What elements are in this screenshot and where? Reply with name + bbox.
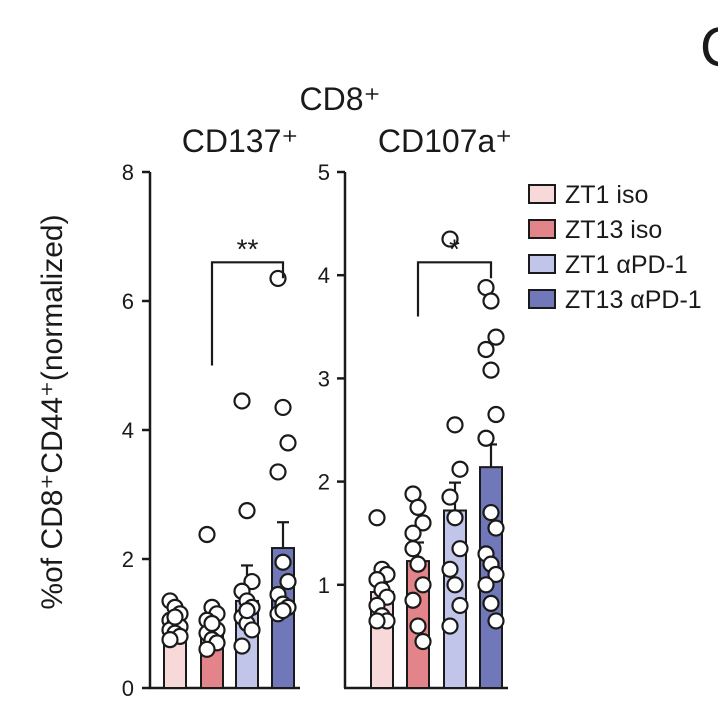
data-point-zt13-iso: [414, 576, 432, 594]
data-point-zt1-apd1: [441, 560, 459, 578]
data-point-zt1-apd1: [441, 230, 459, 248]
legend-label-zt1-iso: ZT1 iso: [565, 181, 648, 209]
data-point-zt13-apd1: [279, 572, 297, 591]
data-point-zt1-iso: [368, 612, 386, 630]
data-point-zt13-apd1: [482, 361, 500, 379]
data-point-zt1-iso: [368, 509, 386, 527]
significance-bracket: [416, 261, 493, 317]
data-point-zt1-iso: [166, 608, 184, 626]
legend-label-zt13-iso: ZT13 iso: [565, 216, 662, 244]
data-point-zt13-apd1: [482, 292, 500, 310]
legend-label-zt1-apd1: ZT1 αPD-1: [565, 251, 688, 279]
y-tick-label: 8: [122, 160, 134, 185]
data-point-zt1-apd1: [441, 488, 459, 506]
y-tick-label: 3: [318, 366, 330, 391]
data-point-zt13-iso: [404, 524, 422, 542]
data-point-zt13-iso: [409, 498, 427, 516]
partial-panel-letter: C: [700, 15, 718, 78]
data-point-zt1-apd1: [238, 601, 256, 620]
data-point-zt13-apd1: [279, 434, 297, 452]
data-point-zt1-apd1: [233, 637, 251, 655]
legend-swatch-zt13-iso: [528, 219, 556, 239]
data-point-zt13-apd1: [487, 519, 505, 537]
data-point-zt1-apd1: [446, 509, 464, 527]
legend-swatch-zt1-apd1: [528, 254, 556, 274]
data-point-zt13-apd1: [482, 594, 500, 612]
data-point-zt13-iso: [198, 640, 216, 658]
panel-1-title: CD137⁺: [182, 123, 299, 159]
data-point-zt1-apd1: [238, 502, 256, 520]
y-tick-label: 5: [318, 160, 330, 185]
significance-label: *: [449, 233, 460, 264]
data-point-zt1-apd1: [441, 617, 459, 635]
significance-bracket: [210, 261, 285, 366]
data-point-zt1-iso: [161, 631, 179, 649]
data-point-zt13-iso: [409, 617, 427, 635]
data-point-zt1-apd1: [451, 460, 469, 478]
data-point-zt1-apd1: [446, 576, 464, 594]
legend-swatch-zt13-apd1: [528, 289, 556, 309]
legend-swatch-zt1-iso: [528, 184, 556, 204]
data-point-zt13-apd1: [477, 576, 495, 594]
data-point-zt13-apd1: [274, 398, 292, 417]
data-point-zt13-apd1: [487, 612, 505, 630]
data-point-zt13-iso: [198, 525, 216, 544]
data-point-zt13-apd1: [274, 553, 292, 571]
data-point-zt13-iso: [414, 632, 432, 651]
data-point-zt13-apd1: [269, 463, 287, 481]
data-point-zt1-apd1: [243, 572, 261, 591]
y-tick-label: 4: [122, 418, 134, 443]
y-tick-label: 4: [318, 263, 330, 288]
group-title: CD8⁺: [300, 81, 381, 117]
data-point-zt13-apd1: [482, 503, 500, 522]
data-point-zt13-apd1: [487, 405, 505, 424]
legend-label-zt13-apd1: ZT13 αPD-1: [565, 286, 702, 314]
data-point-zt13-iso: [203, 614, 221, 633]
y-tick-label: 2: [318, 470, 330, 495]
data-point-zt13-iso: [409, 555, 427, 573]
data-point-zt1-apd1: [233, 392, 251, 410]
y-tick-label: 0: [122, 676, 134, 701]
legend: ZT1 iso ZT13 iso ZT1 αPD-1 ZT13 αPD-1: [528, 181, 702, 314]
panel-cd137: 0 2 4 6 8 **: [122, 160, 300, 701]
data-point-zt13-apd1: [269, 269, 287, 288]
data-point-zt1-apd1: [446, 416, 464, 434]
data-point-zt13-iso: [404, 591, 422, 609]
data-point-zt13-apd1: [477, 429, 495, 447]
data-point-zt13-iso: [414, 514, 432, 532]
data-point-zt1-apd1: [451, 596, 469, 615]
y-tick-label: 1: [318, 573, 330, 598]
data-point-zt13-apd1: [487, 328, 505, 346]
data-point-zt13-apd1: [487, 565, 505, 584]
significance-label: **: [237, 233, 259, 264]
data-point-zt13-apd1: [274, 601, 292, 620]
y-tick-label: 6: [122, 289, 134, 314]
y-tick-label: 2: [122, 547, 134, 572]
y-axis-label: %of CD8⁺CD44⁺(normalized): [36, 214, 69, 609]
data-point-zt1-apd1: [451, 540, 469, 558]
data-point-zt13-iso: [404, 540, 422, 558]
data-point-zt13-apd1: [477, 340, 495, 359]
data-point-zt1-apd1: [243, 621, 261, 639]
panel-2-title: CD107a⁺: [378, 123, 512, 159]
panel-cd107a: 1 2 3 4 5 *: [318, 160, 508, 690]
